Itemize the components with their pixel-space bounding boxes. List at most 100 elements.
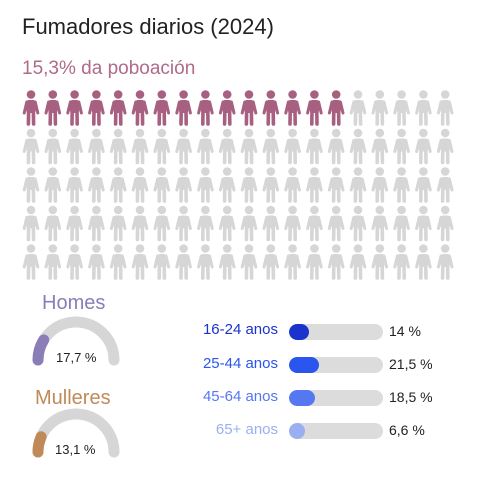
person-icon xyxy=(131,167,149,203)
age-bar-45-64 xyxy=(289,390,315,406)
age-label-45-64: 45-64 anos xyxy=(202,388,278,405)
person-icon xyxy=(109,244,127,280)
person-icon xyxy=(371,90,389,126)
person-icon xyxy=(306,128,323,165)
person-icon xyxy=(371,205,389,242)
person-icon xyxy=(306,167,323,203)
person-icon xyxy=(44,244,62,280)
person-icon xyxy=(109,90,127,126)
person-icon xyxy=(284,244,301,280)
person-icon xyxy=(44,167,62,203)
person-icon xyxy=(175,128,192,165)
person-icon xyxy=(109,167,127,203)
person-icon xyxy=(197,244,214,280)
person-icon xyxy=(88,90,105,126)
person-icon xyxy=(218,244,236,280)
person-icon xyxy=(306,90,323,126)
age-bar-16-24 xyxy=(289,324,309,340)
person-icon xyxy=(262,90,280,126)
person-icon xyxy=(218,167,236,203)
person-icon xyxy=(131,90,149,126)
person-icon xyxy=(415,244,432,280)
person-icon xyxy=(240,205,258,242)
men-value-label: 17,7 % xyxy=(56,350,97,365)
person-icon xyxy=(262,205,280,242)
person-icon xyxy=(262,167,280,203)
person-icon xyxy=(393,128,410,165)
person-icon xyxy=(436,167,454,203)
gauge-value-arc xyxy=(32,431,47,458)
person-icon xyxy=(284,205,301,242)
person-icon xyxy=(262,244,280,280)
age-label-16-24: 16-24 anos xyxy=(202,321,278,338)
person-icon xyxy=(415,205,432,242)
person-icon xyxy=(306,205,323,242)
person-icon xyxy=(218,90,236,126)
person-icon xyxy=(197,205,214,242)
age-label-65plus: 65+ anos xyxy=(215,421,278,438)
person-icon xyxy=(175,167,192,203)
person-icon xyxy=(88,244,105,280)
person-icon xyxy=(153,244,171,280)
person-icon xyxy=(436,205,454,242)
person-icon xyxy=(240,244,258,280)
person-icon xyxy=(393,90,410,126)
age-bar-25-44 xyxy=(289,357,320,373)
person-icon xyxy=(393,205,410,242)
person-icon xyxy=(153,128,171,165)
person-icon xyxy=(66,167,83,203)
person-icon xyxy=(349,205,367,242)
person-icon xyxy=(44,205,62,242)
person-icon xyxy=(131,128,149,165)
person-icon xyxy=(88,205,105,242)
person-icon xyxy=(327,167,345,203)
person-icon xyxy=(22,205,40,242)
person-icon xyxy=(131,244,149,280)
person-icon xyxy=(284,90,301,126)
person-icon xyxy=(240,90,258,126)
gauge-value-arc xyxy=(32,334,50,366)
age-value-16-24: 14 % xyxy=(389,323,421,339)
person-icon xyxy=(327,244,345,280)
person-icon xyxy=(415,128,432,165)
person-icon xyxy=(349,90,367,126)
person-icon xyxy=(306,244,323,280)
person-icon xyxy=(109,205,127,242)
person-icon xyxy=(371,167,389,203)
person-icon xyxy=(197,128,214,165)
person-icon xyxy=(22,244,40,280)
person-icon xyxy=(175,90,192,126)
person-icon xyxy=(44,128,62,165)
person-icon xyxy=(415,90,432,126)
person-icon xyxy=(66,244,83,280)
age-bar-track-25-44 xyxy=(289,357,383,373)
person-icon xyxy=(393,244,410,280)
person-icon xyxy=(153,205,171,242)
chart-subtitle: 15,3% da poboación xyxy=(22,58,196,79)
person-icon xyxy=(284,128,301,165)
person-icon xyxy=(436,128,454,165)
person-icon xyxy=(197,167,214,203)
person-icon xyxy=(262,128,280,165)
person-icon xyxy=(175,205,192,242)
person-icon xyxy=(349,167,367,203)
person-icon xyxy=(371,128,389,165)
person-icon xyxy=(327,205,345,242)
person-icon xyxy=(131,205,149,242)
person-icon xyxy=(88,167,105,203)
person-icon xyxy=(153,90,171,126)
age-bar-track-65plus xyxy=(289,423,383,439)
age-bar-track-45-64 xyxy=(289,390,383,406)
person-icon xyxy=(88,128,105,165)
person-icon xyxy=(240,167,258,203)
person-icon xyxy=(109,128,127,165)
person-icon xyxy=(153,167,171,203)
person-icon xyxy=(327,128,345,165)
person-icon xyxy=(197,90,214,126)
person-icon xyxy=(66,128,83,165)
person-icon xyxy=(349,128,367,165)
person-icon xyxy=(22,90,40,126)
pictogram-grid xyxy=(22,90,454,280)
